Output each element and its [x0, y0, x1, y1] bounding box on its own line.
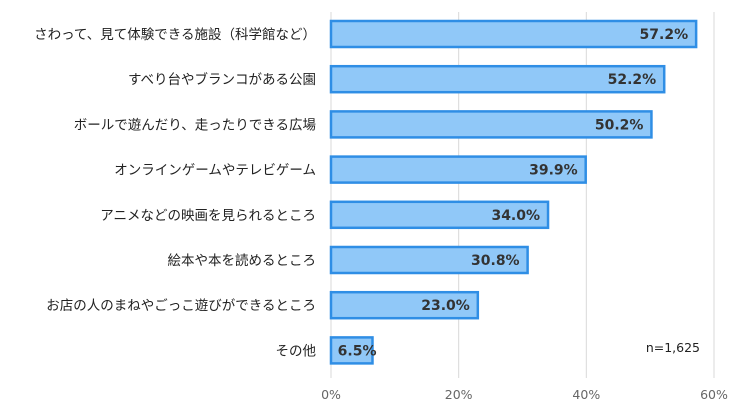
bars	[329, 19, 698, 365]
data-label-5: 30.8%	[471, 253, 520, 269]
category-label-6: お店の人のまねやごっこ遊びができるところ	[46, 298, 316, 314]
bar-3	[329, 155, 587, 184]
data-label-2: 50.2%	[595, 117, 644, 133]
category-label-1: すべり台やブランコがある公園	[128, 71, 316, 88]
data-label-4: 34.0%	[491, 208, 540, 224]
category-label-7: その他	[276, 343, 317, 359]
bar-0	[329, 19, 698, 49]
x-tick-label-0: 0%	[321, 387, 341, 402]
data-label-0: 57.2%	[640, 27, 689, 43]
category-label-3: オンラインゲームやテレビゲーム	[114, 163, 316, 179]
bar-1	[329, 64, 666, 94]
category-label-0: さわって、見て体験できる施設（科学館など）	[34, 27, 316, 43]
data-labels: 57.2% 52.2% 50.2% 39.9% 34.0% 30.8% 23.0% 6.5%	[338, 27, 688, 359]
data-label-6: 23.0%	[421, 298, 470, 314]
data-label-3: 39.9%	[529, 163, 578, 179]
category-label-5: 絵本や本を読めるところ	[168, 253, 317, 269]
x-tick-label-60: 60%	[700, 387, 728, 402]
bar-7	[329, 336, 374, 365]
category-label-2: ボールで遊んだり、走ったりできる広場	[74, 117, 316, 133]
x-tick-label-20: 20%	[445, 387, 473, 402]
category-labels: さわって、見て体験できる施設（科学館など） すべり台やブランコがある公園ボールで遊…	[34, 27, 316, 359]
x-axis-tick-labels: 0% 20% 40% 60%	[321, 387, 728, 402]
bar-5	[329, 245, 529, 275]
category-label-4: アニメなどの映画を見られるところ	[100, 208, 316, 224]
data-label-1: 52.2%	[608, 72, 657, 88]
bar-2	[329, 110, 653, 139]
data-label-7: 6.5%	[338, 343, 377, 359]
sample-size-note: n=1,625	[646, 340, 700, 355]
bar-6	[329, 290, 480, 320]
x-tick-label-40: 40%	[572, 387, 600, 402]
bar-4	[329, 200, 550, 230]
